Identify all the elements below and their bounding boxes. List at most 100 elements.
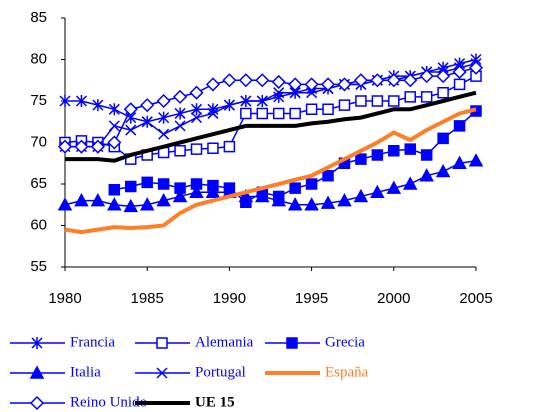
marker xyxy=(108,184,121,196)
marker xyxy=(337,77,352,92)
marker xyxy=(287,197,303,211)
legend-label: Alemania xyxy=(195,334,254,350)
marker xyxy=(353,188,369,203)
marker xyxy=(452,155,467,169)
marker xyxy=(420,149,433,161)
marker xyxy=(437,86,449,99)
marker xyxy=(402,176,418,190)
marker xyxy=(419,168,434,182)
legend-label: Francia xyxy=(70,334,115,350)
marker xyxy=(57,197,73,211)
marker xyxy=(271,193,286,207)
x-tick-label: 1990 xyxy=(213,290,246,307)
marker xyxy=(404,143,416,155)
marker xyxy=(108,103,120,116)
marker xyxy=(125,180,137,193)
marker xyxy=(31,337,43,349)
marker xyxy=(141,176,153,189)
marker xyxy=(322,103,334,116)
marker xyxy=(388,95,400,107)
x-tick-label: 2000 xyxy=(377,290,410,307)
marker xyxy=(156,337,168,349)
marker xyxy=(437,132,449,145)
marker xyxy=(207,107,219,119)
marker xyxy=(174,107,186,120)
marker xyxy=(107,135,122,150)
marker xyxy=(92,99,104,112)
marker xyxy=(29,395,45,411)
marker xyxy=(240,107,252,120)
marker xyxy=(468,153,484,167)
marker xyxy=(222,73,237,88)
marker xyxy=(74,139,89,154)
legend-item: España xyxy=(265,364,369,380)
marker xyxy=(256,107,269,120)
legend-item: Francia xyxy=(10,334,115,350)
marker xyxy=(174,182,186,194)
marker xyxy=(371,95,384,107)
marker xyxy=(190,143,203,155)
marker xyxy=(74,193,89,207)
marker xyxy=(288,77,303,92)
marker xyxy=(273,87,285,99)
marker xyxy=(388,145,400,157)
marker xyxy=(403,73,418,88)
marker xyxy=(139,197,155,211)
marker xyxy=(453,120,466,132)
marker xyxy=(190,178,203,190)
marker xyxy=(320,195,336,209)
marker xyxy=(156,193,171,207)
marker xyxy=(207,142,219,155)
marker xyxy=(286,337,298,349)
marker xyxy=(189,85,204,100)
marker xyxy=(156,93,171,109)
marker xyxy=(141,116,153,128)
marker xyxy=(157,178,170,190)
series-line xyxy=(65,90,477,163)
marker xyxy=(140,98,155,113)
marker xyxy=(435,163,451,178)
marker xyxy=(108,120,120,132)
marker xyxy=(271,74,286,89)
marker xyxy=(238,188,254,203)
marker xyxy=(453,78,466,91)
marker xyxy=(386,73,401,88)
marker xyxy=(304,77,319,92)
marker xyxy=(419,69,434,84)
marker xyxy=(289,107,301,120)
series-line xyxy=(65,58,477,123)
marker xyxy=(223,140,236,153)
marker xyxy=(123,198,139,213)
marker xyxy=(123,102,138,117)
marker xyxy=(75,95,87,107)
legend-label: Italia xyxy=(70,364,101,380)
marker xyxy=(436,69,451,84)
marker xyxy=(305,178,318,190)
marker xyxy=(205,184,221,199)
legend-item: UE 15 xyxy=(135,394,235,410)
legend-label: España xyxy=(325,364,369,380)
marker xyxy=(370,184,385,199)
legend-label: Reino Unido xyxy=(70,394,147,410)
marker xyxy=(371,149,384,161)
marker xyxy=(468,60,484,75)
marker xyxy=(189,184,204,199)
x-tick-label: 1980 xyxy=(48,290,81,307)
marker xyxy=(255,73,270,88)
marker xyxy=(90,139,105,154)
y-tick-label: 85 xyxy=(30,9,47,26)
marker xyxy=(190,112,203,124)
marker xyxy=(353,73,368,88)
marker xyxy=(386,180,402,194)
marker xyxy=(223,99,235,111)
y-tick-label: 75 xyxy=(30,92,47,109)
marker xyxy=(158,111,170,124)
marker xyxy=(240,95,252,107)
marker xyxy=(255,188,270,203)
y-tick-label: 55 xyxy=(30,258,47,275)
series-line xyxy=(64,107,477,235)
marker xyxy=(125,124,137,136)
legend-label: Grecia xyxy=(325,334,365,350)
marker xyxy=(404,91,416,103)
